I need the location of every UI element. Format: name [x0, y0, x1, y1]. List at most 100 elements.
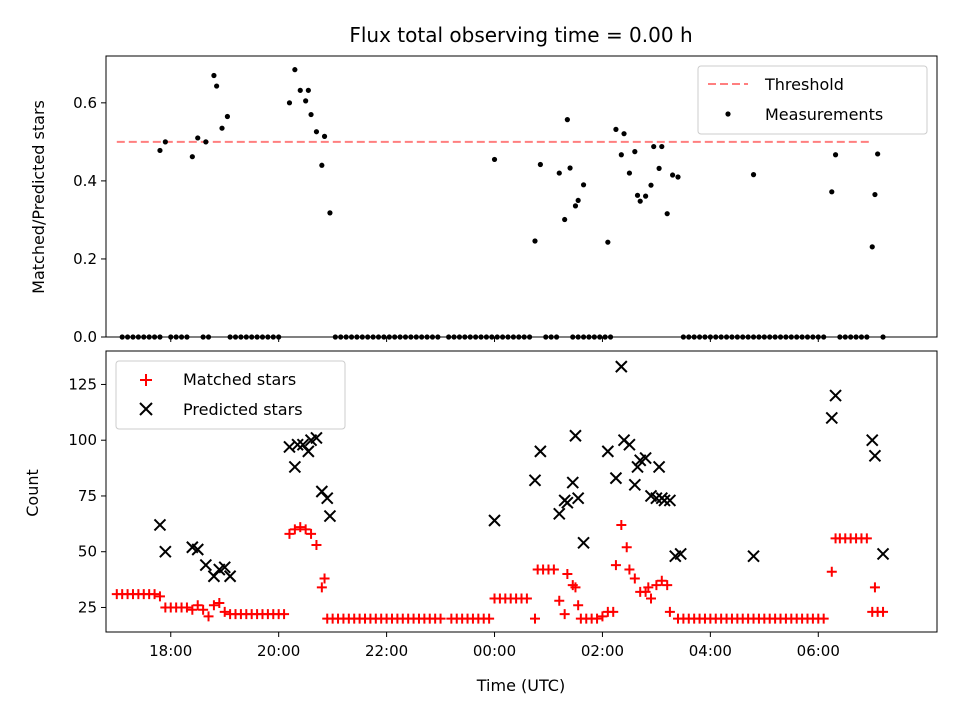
- measurement-point: [305, 87, 311, 93]
- measurement-point: [572, 203, 579, 209]
- matched-star-point: [573, 600, 584, 611]
- measurement-point: [872, 191, 878, 198]
- predicted-star-point: [534, 445, 547, 458]
- top-panel-frame: [105, 55, 938, 338]
- y-tick-label: 100: [68, 431, 97, 449]
- matched-star-point: [662, 580, 673, 591]
- predicted-star-point: [829, 389, 842, 402]
- measurement-point: [292, 67, 298, 73]
- predicted-star-point: [652, 460, 666, 474]
- measurement-point: [869, 244, 875, 250]
- matched-star-point: [198, 604, 209, 615]
- measurement-point: [618, 152, 624, 158]
- predicted-star-point: [283, 440, 296, 454]
- bottom-x-axis: 18:00 20:00 22:00 00:00 02:00 04:00 06:00: [149, 632, 840, 660]
- measurement-point: [195, 135, 201, 141]
- matched-star-point: [861, 533, 872, 544]
- measurement-point: [162, 139, 168, 145]
- matched-star-point: [149, 589, 160, 600]
- y-tick-label: 0.2: [73, 250, 97, 268]
- predicted-star-point: [310, 431, 323, 445]
- measurement-point: [537, 161, 543, 168]
- predicted-star-point: [291, 438, 304, 451]
- measurement-point: [637, 198, 643, 204]
- predicted-star-point: [218, 561, 231, 574]
- measurement-point: [651, 143, 657, 150]
- matched-star-point: [548, 564, 559, 575]
- matched-star-point: [559, 609, 570, 620]
- matched-star-point: [484, 613, 495, 624]
- matched-star-point: [664, 606, 675, 617]
- matched-star-point: [306, 528, 317, 539]
- predicted-star-point: [321, 491, 334, 505]
- predicted-star-point: [601, 445, 615, 458]
- legend-predicted-label: Predicted stars: [183, 400, 303, 419]
- top-legend-box: [697, 65, 928, 135]
- y-tick-label: 125: [68, 375, 97, 393]
- top-legend: Threshold Measurements: [697, 65, 928, 135]
- measurement-point: [214, 83, 220, 89]
- x-tick-label: 22:00: [365, 642, 408, 660]
- x-tick-label: 02:00: [581, 642, 624, 660]
- legend-matched-label: Matched stars: [183, 370, 296, 389]
- bottom-legend: Matched stars Predicted stars: [115, 360, 346, 430]
- measurement-point: [626, 170, 633, 176]
- predicted-star-point: [488, 514, 501, 527]
- matched-star-point: [643, 582, 654, 593]
- matched-star-point: [300, 524, 311, 535]
- measurement-point: [643, 193, 649, 199]
- matched-star-point: [435, 613, 446, 624]
- predicted-star-point: [628, 478, 642, 492]
- measurement-point: [675, 174, 681, 180]
- x-tick-label: 18:00: [149, 642, 192, 660]
- bottom-y-axis: 25 50 75 100 125: [68, 375, 106, 616]
- measurement-point: [491, 156, 498, 163]
- matched-star-point: [521, 593, 532, 604]
- measurement-point: [750, 172, 757, 178]
- matched-star-point: [818, 613, 829, 624]
- measurement-point: [832, 152, 839, 158]
- predicted-star-point: [323, 509, 337, 523]
- measurement-point: [632, 149, 638, 155]
- matched-star-point: [608, 606, 619, 617]
- y-tick-label: 0.6: [73, 94, 97, 112]
- top-panel-title: Flux total observing time = 0.00 h: [349, 23, 692, 47]
- measurement-point: [664, 211, 670, 217]
- matched-star-point: [610, 560, 621, 571]
- matched-star-point: [651, 580, 662, 591]
- measurement-point: [224, 113, 231, 120]
- measurement-point: [648, 182, 654, 188]
- bottom-panel: 25 50 75 100 125 18:00 20:00 22:00 00:00 02:00 04…: [23, 350, 938, 695]
- predicted-star-point: [561, 496, 574, 509]
- predicted-star-point: [615, 360, 628, 373]
- matched-star-point: [597, 611, 608, 622]
- legend-measurements-swatch: [725, 111, 731, 117]
- predicted-star-point: [153, 518, 167, 532]
- top-y-axis: 0.0 0.2 0.4 0.6: [73, 94, 106, 346]
- predicted-star-point: [577, 536, 590, 550]
- measurement-point: [313, 129, 320, 135]
- matched-star-point: [187, 604, 198, 615]
- measurement-point: [659, 143, 665, 150]
- predicted-star-point: [566, 476, 579, 489]
- measurement-point: [875, 151, 881, 157]
- matched-star-point: [181, 602, 192, 613]
- measurement-point: [562, 216, 568, 223]
- y-tick-label: 25: [78, 598, 97, 616]
- matched-star-point: [208, 600, 219, 611]
- matched-star-point: [656, 575, 667, 586]
- predicted-star-point: [159, 545, 172, 558]
- measurement-point: [580, 182, 587, 188]
- measurement-point: [564, 117, 570, 123]
- predicted-star-point: [658, 494, 671, 507]
- legend-predicted-swatch: [139, 402, 153, 416]
- y-tick-label: 0.0: [73, 328, 97, 346]
- predicted-star-point: [650, 491, 663, 505]
- measurement-point: [308, 111, 314, 118]
- x-tick-label: 20:00: [257, 642, 300, 660]
- predicted-star-point: [674, 547, 687, 561]
- predicted-star-point: [609, 471, 623, 485]
- bottom-x-axis-label: Time (UTC): [476, 676, 565, 695]
- measurement-point: [297, 87, 303, 93]
